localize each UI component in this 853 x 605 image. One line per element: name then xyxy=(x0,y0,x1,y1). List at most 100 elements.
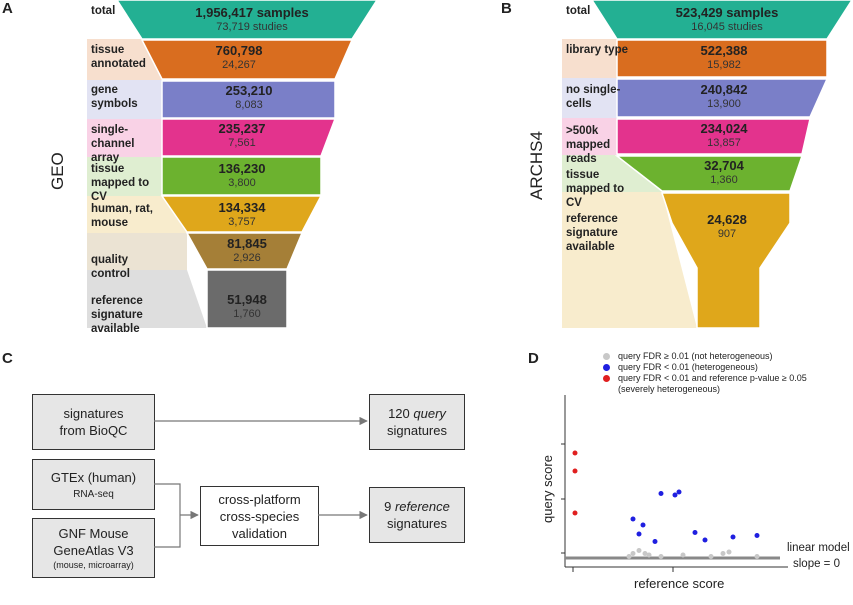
query-signatures-box: 120 query signatures xyxy=(369,394,465,450)
scatter-point-s2-1 xyxy=(572,468,578,474)
geo-stage-bar-2 xyxy=(161,80,336,119)
archs4-stage-count-1: 522,388 xyxy=(700,43,748,58)
geo-stage-count-3: 235,237 xyxy=(218,121,266,136)
geo-stage-count-4: 136,230 xyxy=(218,161,266,176)
scatter-point-s0-9 xyxy=(626,554,632,559)
archs4-stage-count-5: 24,628 xyxy=(707,212,747,227)
geo-stage-bar-4 xyxy=(161,156,322,196)
scatter-point-s0-7 xyxy=(726,549,732,555)
validation-line-2: cross-species xyxy=(219,508,300,524)
geo-stage-label-3: single-channel array xyxy=(91,124,135,164)
archs4-stage-studies-1: 15,982 xyxy=(707,59,741,71)
gnf-sub-label: (mouse, microarray) xyxy=(53,560,134,570)
scatter-point-s0-5 xyxy=(680,552,686,558)
geo-stage-label-4: tissue mapped to CV xyxy=(91,163,150,203)
panel-a-letter: A xyxy=(2,0,13,17)
geo-funnel: total 1,956,417 samples 73,719 studies tiss… xyxy=(87,0,392,335)
archs4-stage-bar-3 xyxy=(616,118,811,155)
archs4-stage-bg-1 xyxy=(562,39,617,78)
y-axis-label: query score xyxy=(540,455,555,523)
geo-stage-bar-6 xyxy=(185,232,304,270)
archs4-stage-count-0: 523,429 samples xyxy=(675,5,779,20)
scatter-legend: query FDR ≥ 0.01 (not heterogeneous) que… xyxy=(600,351,850,395)
geo-stage-bg-3 xyxy=(87,119,162,157)
legend-dot-red xyxy=(603,375,610,382)
legend-dot-grey xyxy=(603,353,610,360)
scatter-point-s1-2 xyxy=(640,522,646,528)
geo-stage-count-5: 134,334 xyxy=(218,200,266,215)
archs4-stage-bar-0 xyxy=(591,0,853,40)
geo-stage-bg-2 xyxy=(87,80,162,119)
archs4-stage-label-5: reference signature available xyxy=(566,213,618,253)
archs4-funnel: total 523,429 samples 16,045 studies librar… xyxy=(562,0,853,330)
scatter-point-s0-8 xyxy=(708,554,714,559)
geo-stage-bg-6 xyxy=(87,233,187,270)
scatter-point-s2-0 xyxy=(572,450,578,456)
geo-stage-studies-4: 3,800 xyxy=(228,177,256,189)
geo-stage-bg-5 xyxy=(87,196,187,233)
scatter-point-s0-10 xyxy=(754,554,760,559)
archs4-stage-bar-5 xyxy=(660,192,791,329)
scatter-point-s1-1 xyxy=(636,531,642,537)
scatter-point-s1-6 xyxy=(676,489,682,495)
geo-funnel-svg xyxy=(87,0,378,329)
geo-stage-count-1: 760,798 xyxy=(215,43,263,58)
scatter-point-s0-6 xyxy=(720,551,726,556)
archs4-stage-studies-3: 13,857 xyxy=(707,137,741,149)
bioqc-box: signatures from BioQC xyxy=(32,394,155,450)
geo-stage-bg-1 xyxy=(87,39,162,80)
archs4-stage-label-2: no single-cells xyxy=(566,84,621,110)
geo-stage-label-5: human, rat, mouse xyxy=(91,203,153,229)
geo-stage-bar-1 xyxy=(140,39,354,80)
reference-signatures-box: 9 reference signatures xyxy=(369,487,465,543)
legend-item-severely-heterogeneous-note: (severely heterogeneous) xyxy=(618,384,721,394)
archs4-stage-bar-1 xyxy=(616,39,828,78)
scatter-point-s0-3 xyxy=(646,552,652,558)
geo-stage-bar-0 xyxy=(116,0,378,40)
query-signatures-line-1: 120 query xyxy=(388,406,446,421)
geo-stage-count-2: 253,210 xyxy=(225,83,273,98)
geo-stage-bar-3 xyxy=(161,118,337,157)
panel-b-letter: B xyxy=(501,0,512,17)
panel-c-letter: C xyxy=(2,350,13,367)
geo-stage-studies-1: 24,267 xyxy=(222,59,256,71)
validation-line-3: validation xyxy=(232,525,287,541)
scatter-point-s0-1 xyxy=(636,548,642,553)
legend-item-not-heterogeneous: query FDR ≥ 0.01 (not heterogeneous) xyxy=(600,351,850,362)
gtex-box: GTEx (human) RNA-seq xyxy=(32,459,155,510)
geo-stage-label-6: quality control xyxy=(91,254,130,280)
archs4-stage-label-3: >500k mapped reads xyxy=(566,125,611,165)
geo-stage-bar-7 xyxy=(206,269,288,329)
linear-model-line-1: linear model xyxy=(787,542,850,554)
validation-box: cross-platform cross-species validation xyxy=(200,486,319,546)
archs4-stage-bar-2 xyxy=(616,78,829,118)
archs4-stage-studies-4: 1,360 xyxy=(710,174,738,186)
geo-stage-studies-7: 1,760 xyxy=(233,308,261,320)
archs4-stage-bar-4 xyxy=(614,155,804,192)
archs4-stage-label-0: total xyxy=(566,5,591,17)
geo-stage-label-2: gene symbols xyxy=(91,84,138,110)
geo-stage-count-0: 1,956,417 samples xyxy=(195,5,309,20)
archs4-funnel-svg xyxy=(562,0,853,329)
linear-model-line-2: slope = 0 xyxy=(793,558,840,570)
query-signatures-line-2: signatures xyxy=(387,423,447,438)
scatter-point-s1-4 xyxy=(658,491,664,496)
scatter-point-s1-3 xyxy=(652,539,658,544)
archs4-stage-studies-5: 907 xyxy=(717,228,737,240)
scatter-point-s1-7 xyxy=(692,530,698,535)
archs4-stage-studies-2: 13,900 xyxy=(707,98,741,110)
geo-stage-label-0: total xyxy=(91,5,116,17)
scatter-point-s2-2 xyxy=(572,510,578,516)
scatter-point-s0-2 xyxy=(642,551,648,556)
reference-signatures-line-1: 9 reference xyxy=(384,499,450,514)
geo-stage-studies-0: 73,719 studies xyxy=(216,21,288,33)
bioqc-line-1: signatures xyxy=(63,406,124,421)
archs4-stage-count-4: 32,704 xyxy=(704,158,744,173)
linear-model-label: linear model slope = 0 xyxy=(787,540,850,572)
archs4-stage-studies-0: 16,045 studies xyxy=(691,21,763,33)
gnf-line-1: GNF Mouse xyxy=(58,526,129,541)
legend-item-heterogeneous: query FDR < 0.01 (heterogeneous) xyxy=(600,362,850,373)
gtex-label: GTEx (human) xyxy=(50,469,137,485)
bioqc-line-2: from BioQC xyxy=(59,423,128,438)
scatter-point-s0-0 xyxy=(630,551,636,556)
